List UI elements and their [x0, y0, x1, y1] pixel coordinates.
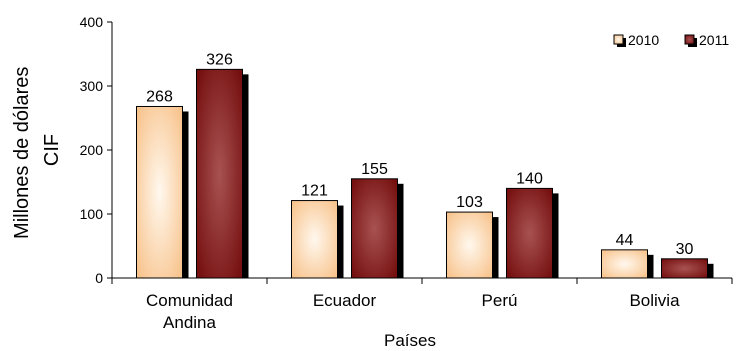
legend-swatch-2010: [613, 34, 624, 45]
legend: 2010 2011: [613, 32, 729, 48]
category-label-line: Comunidad: [146, 291, 233, 310]
bar-2011-2: [506, 187, 553, 279]
category-label: Bolivia: [629, 291, 680, 310]
category-labels: Comunidad Andina Ecuador Perú Bolivia: [146, 291, 680, 332]
category-label-line: Ecuador: [313, 291, 377, 310]
y-tick-label: 100: [80, 206, 104, 222]
value-label: 121: [301, 183, 328, 200]
value-label: 326: [206, 51, 233, 68]
x-axis-title: Países: [384, 331, 436, 350]
category-label-line: Andina: [163, 313, 216, 332]
legend-label: 2011: [699, 32, 729, 48]
bar-2011-0: [196, 68, 243, 279]
bars: [136, 68, 714, 279]
value-label: 103: [456, 194, 483, 211]
value-labels: 268 326 121 155 103 140 44 30: [146, 51, 693, 257]
y-axis-title-line-1: Millones de dólares: [11, 67, 33, 239]
category-label: Ecuador: [313, 291, 377, 310]
bar-2010-0: [136, 105, 183, 279]
category-label-line: Perú: [482, 291, 518, 310]
y-axis-title-line-2: CIF: [41, 134, 63, 166]
y-tick-label: 300: [80, 78, 104, 94]
value-label: 268: [146, 88, 173, 105]
y-ticks: 0 100 200 300 400: [80, 14, 112, 286]
y-tick-label: 0: [95, 270, 103, 286]
bar-2011-1: [351, 178, 398, 279]
bar-2010-2: [446, 211, 493, 279]
value-label: 155: [361, 161, 388, 178]
y-tick-label: 400: [80, 14, 104, 30]
legend-label: 2010: [628, 32, 659, 48]
category-label-line: Bolivia: [629, 291, 680, 310]
value-label: 140: [516, 170, 543, 187]
legend-swatch-2011: [684, 34, 695, 45]
bar-2010-1: [291, 200, 338, 279]
category-label: Perú: [482, 291, 518, 310]
value-label: 30: [676, 241, 694, 258]
y-axis-title: Millones de dólares CIF: [11, 61, 63, 239]
y-tick-label: 200: [80, 142, 104, 158]
x-ticks: [111, 278, 733, 284]
category-label: Comunidad Andina: [146, 291, 233, 332]
bar-2010-3: [601, 249, 648, 279]
bar-2011-3: [661, 258, 708, 279]
value-label: 44: [616, 232, 634, 249]
